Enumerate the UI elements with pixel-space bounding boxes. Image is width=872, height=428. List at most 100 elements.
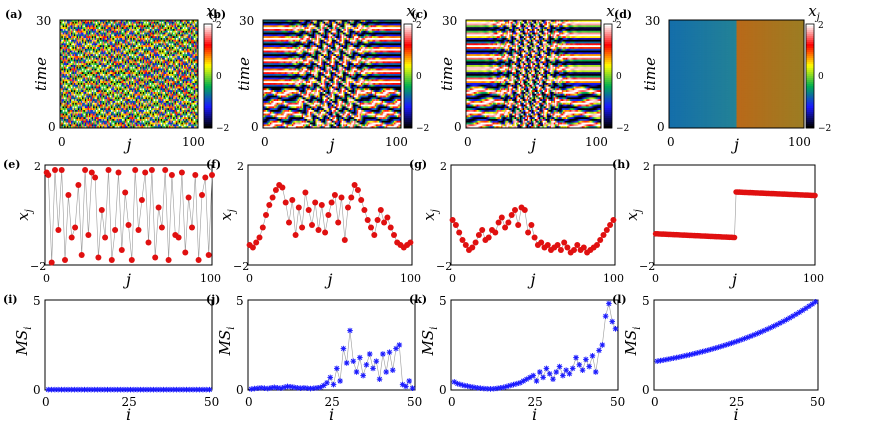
colorbar-swatch — [204, 102, 212, 105]
data-point — [462, 242, 469, 248]
y-tick-label: 0 — [439, 383, 447, 397]
data-point — [344, 360, 350, 366]
y-tick-label: 2 — [643, 160, 650, 173]
data-point — [576, 362, 582, 368]
data-point — [145, 239, 152, 246]
colorbar-swatch — [604, 100, 612, 103]
data-point — [368, 224, 374, 231]
data-point — [502, 224, 509, 231]
y-tick-label: 2 — [34, 160, 41, 173]
data-point — [534, 378, 539, 384]
colorbar-swatch — [806, 28, 814, 31]
colorbar-swatch — [806, 106, 814, 109]
colorbar-swatch — [204, 94, 212, 97]
data-point — [374, 217, 381, 223]
colorbar-swatch — [604, 104, 612, 107]
data-point — [561, 239, 568, 246]
colorbar-swatch — [604, 44, 612, 47]
x-tick-label: 100 — [200, 272, 221, 285]
colorbar-swatch — [404, 118, 412, 121]
data-point — [309, 222, 315, 228]
colorbar-swatch — [404, 62, 412, 65]
x-tick-label: 50 — [407, 395, 422, 409]
colorbar-swatch — [604, 98, 612, 101]
data-point — [62, 257, 68, 263]
data-point — [400, 382, 406, 388]
colorbar-swatch — [204, 46, 212, 49]
data-point — [370, 365, 376, 371]
colorbar-frame — [203, 23, 213, 129]
x-axis-label: i — [733, 405, 738, 424]
data-point — [553, 369, 559, 375]
data-point — [687, 352, 692, 358]
colorbar-swatch — [204, 40, 212, 43]
y-tick-label: 5 — [33, 294, 41, 308]
colorbar-swatch — [806, 108, 814, 111]
plot-frame — [59, 19, 199, 129]
colorbar-swatch — [404, 110, 412, 113]
colorbar-swatch — [204, 28, 212, 31]
data-point — [664, 357, 670, 362]
colorbar-swatch — [404, 68, 412, 71]
data-point — [497, 385, 503, 391]
x-tick-label: 100 — [400, 272, 421, 285]
colorbar-swatch — [806, 116, 814, 119]
colorbar-swatch — [404, 84, 412, 87]
data-point — [68, 234, 75, 241]
data-point — [521, 207, 528, 213]
plot-frame — [262, 19, 402, 129]
data-point — [547, 371, 553, 377]
colorbar-tick-label: 2 — [818, 21, 824, 31]
data-point — [590, 353, 595, 359]
colorbar-swatch — [806, 62, 814, 65]
data-point — [459, 237, 466, 243]
y-tick-label: −2 — [30, 260, 46, 273]
colorbar-swatch — [604, 68, 612, 71]
colorbar-swatch — [204, 42, 212, 45]
panel-label: (k) — [409, 293, 427, 306]
colorbar-swatch — [604, 78, 612, 81]
data-point — [92, 174, 99, 181]
colorbar-swatch — [204, 92, 212, 95]
x-tick-label: 0 — [58, 135, 66, 149]
panel-label: (e) — [3, 158, 20, 171]
colorbar-swatch — [604, 94, 612, 97]
x-tick-label: 0 — [652, 272, 659, 285]
data-point — [248, 386, 254, 392]
data-point — [667, 356, 673, 362]
colorbar-swatch — [806, 88, 814, 91]
x-tick-label: 0 — [667, 135, 675, 149]
data-point — [396, 342, 402, 348]
colorbar-swatch — [404, 38, 412, 41]
x-tick-label: 0 — [449, 272, 456, 285]
colorbar-swatch — [204, 100, 212, 103]
data-point — [328, 199, 335, 206]
colorbar-swatch — [404, 108, 412, 111]
colorbar-swatch — [204, 68, 212, 71]
data-point — [557, 364, 563, 370]
colorbar-swatch — [604, 72, 612, 75]
data-point — [543, 365, 549, 371]
data-point — [314, 385, 320, 391]
colorbar-swatch — [204, 108, 212, 111]
data-point — [505, 219, 512, 226]
data-point — [102, 234, 109, 241]
colorbar-swatch — [404, 126, 412, 129]
colorbar-swatch — [404, 42, 412, 45]
colorbar-swatch — [604, 88, 612, 91]
colorbar-swatch — [204, 60, 212, 63]
colorbar-swatch — [204, 66, 212, 69]
data-point — [152, 254, 159, 261]
data-point — [175, 234, 182, 241]
data-point — [363, 362, 369, 368]
colorbar-swatch — [806, 94, 814, 97]
data-point — [185, 194, 192, 201]
colorbar-swatch — [204, 82, 212, 85]
colorbar-swatch — [204, 26, 212, 29]
colorbar-swatch — [604, 34, 612, 37]
data-point — [192, 172, 199, 178]
colorbar-swatch — [404, 66, 412, 69]
data-point — [322, 229, 329, 236]
colorbar-swatch — [204, 56, 212, 59]
data-point — [112, 227, 119, 233]
